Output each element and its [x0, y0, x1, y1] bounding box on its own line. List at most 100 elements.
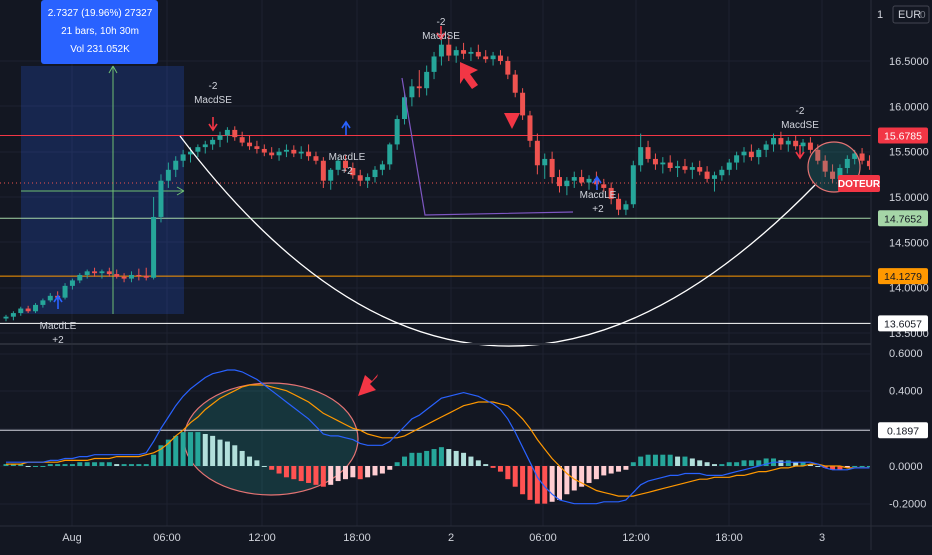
trend-line-drawing[interactable]	[401, 77, 574, 216]
histogram-bar	[62, 464, 68, 466]
histogram-bar	[608, 466, 614, 474]
macd-tick-label: -0.2000	[889, 499, 926, 511]
macd-signal-line	[6, 384, 870, 497]
candle-body	[424, 71, 430, 89]
candle-body	[3, 316, 9, 319]
histogram-bar	[682, 456, 688, 466]
histogram-bar	[822, 466, 828, 468]
price-level-badge	[878, 268, 928, 285]
histogram-bar	[446, 449, 452, 466]
currency-selector[interactable]	[892, 5, 930, 24]
time-axis[interactable]: Aug 06:00 12:00 18:00 2 06:00 12:00 18:00 3	[62, 532, 825, 544]
histogram-bar	[852, 466, 858, 467]
candle-body	[793, 140, 799, 147]
histogram-bar	[815, 466, 821, 467]
candle-body	[158, 180, 164, 217]
candle-body	[210, 139, 216, 145]
signal-label: -2	[437, 17, 446, 28]
histogram-bar	[830, 466, 836, 470]
histogram-bar	[261, 466, 267, 467]
currency-badge: 0	[920, 10, 926, 21]
candle-body	[815, 149, 821, 161]
candle-body	[763, 144, 769, 150]
histogram-bar	[387, 466, 393, 470]
histogram-bar	[630, 462, 636, 466]
histogram-bar	[557, 466, 562, 500]
annotation-arrow-3-icon[interactable]	[358, 374, 378, 396]
measure-tooltip-line: 21 bars, 10h 30m	[61, 26, 139, 37]
time-tick-label: 12:00	[622, 532, 650, 544]
price-tick-label: 15.0000	[889, 192, 929, 204]
candle-body	[616, 198, 622, 210]
histogram-bar	[593, 466, 599, 480]
annotation-arrow-2-icon[interactable]	[504, 113, 520, 129]
candle-body	[438, 44, 444, 57]
candle-body	[866, 160, 870, 167]
histogram-bar	[652, 454, 658, 466]
histogram-bar	[689, 458, 695, 466]
candle-body	[151, 216, 157, 278]
histogram-bar	[402, 456, 408, 466]
histogram-bar	[483, 464, 489, 466]
histogram-bar	[520, 466, 526, 495]
sell-signal-arrow-icon	[436, 26, 446, 41]
histogram-bar	[645, 454, 651, 466]
candle-body	[173, 160, 179, 170]
candle-body	[247, 142, 253, 147]
candle-body	[468, 51, 474, 54]
histogram-bar	[379, 466, 385, 474]
histogram-bar	[313, 466, 319, 485]
candle-body	[667, 162, 673, 168]
sell-signal-arrow-icon	[795, 145, 805, 160]
symbol-badge	[838, 175, 880, 192]
price-level-badge-label: 14.1279	[884, 271, 922, 283]
candle-body	[520, 92, 526, 116]
histogram-bar	[394, 462, 400, 466]
candle-body	[239, 137, 245, 143]
candle-body	[195, 147, 201, 152]
candle-body	[571, 177, 577, 181]
time-tick-label: 12:00	[248, 532, 276, 544]
candle-body	[409, 86, 415, 98]
candle-body	[62, 285, 68, 298]
sell-signal-arrow-icon	[208, 117, 218, 132]
candle-body	[748, 151, 754, 158]
signal-labels: -2 MacdSE -2 MacdSE -2 MacdSE MacdLE +2 …	[40, 17, 820, 346]
candle-body	[800, 142, 806, 147]
histogram-bar	[55, 464, 61, 466]
candle-body	[416, 86, 422, 89]
histogram-bar	[254, 460, 260, 466]
histogram-bar	[239, 450, 245, 466]
histogram-bar	[542, 466, 548, 504]
candle-body	[25, 308, 31, 312]
price-tick-label: 16.0000	[889, 101, 929, 113]
histogram-bar	[128, 464, 134, 466]
annotation-arrow-1-icon[interactable]	[460, 62, 478, 89]
price-tick-label: 14.0000	[889, 283, 929, 295]
histogram-bar	[3, 464, 9, 466]
candle-body	[306, 151, 312, 157]
candle-body	[165, 169, 171, 181]
macd-histogram	[3, 432, 870, 504]
histogram-bar	[106, 462, 112, 466]
histogram-bar	[47, 464, 53, 466]
candle-body	[461, 50, 467, 54]
histogram-bar	[756, 460, 762, 466]
cup-arc-drawing[interactable]	[179, 135, 816, 347]
candle-body	[69, 280, 75, 286]
candle-body	[837, 167, 843, 179]
candle-body	[778, 138, 784, 145]
price-level-badge	[878, 315, 928, 332]
signal-label: +2	[592, 204, 604, 215]
histogram-bar	[527, 466, 533, 500]
histogram-bar	[424, 450, 430, 466]
histogram-bar	[571, 466, 577, 491]
signal-label: MacdLE	[580, 190, 617, 201]
price-axis[interactable]: 16.5000 16.0000 15.5000 15.0000 14.5000 14.00…	[878, 56, 929, 340]
histogram-bar	[143, 464, 149, 466]
histogram-bar	[320, 466, 326, 487]
candle-body	[785, 140, 791, 145]
